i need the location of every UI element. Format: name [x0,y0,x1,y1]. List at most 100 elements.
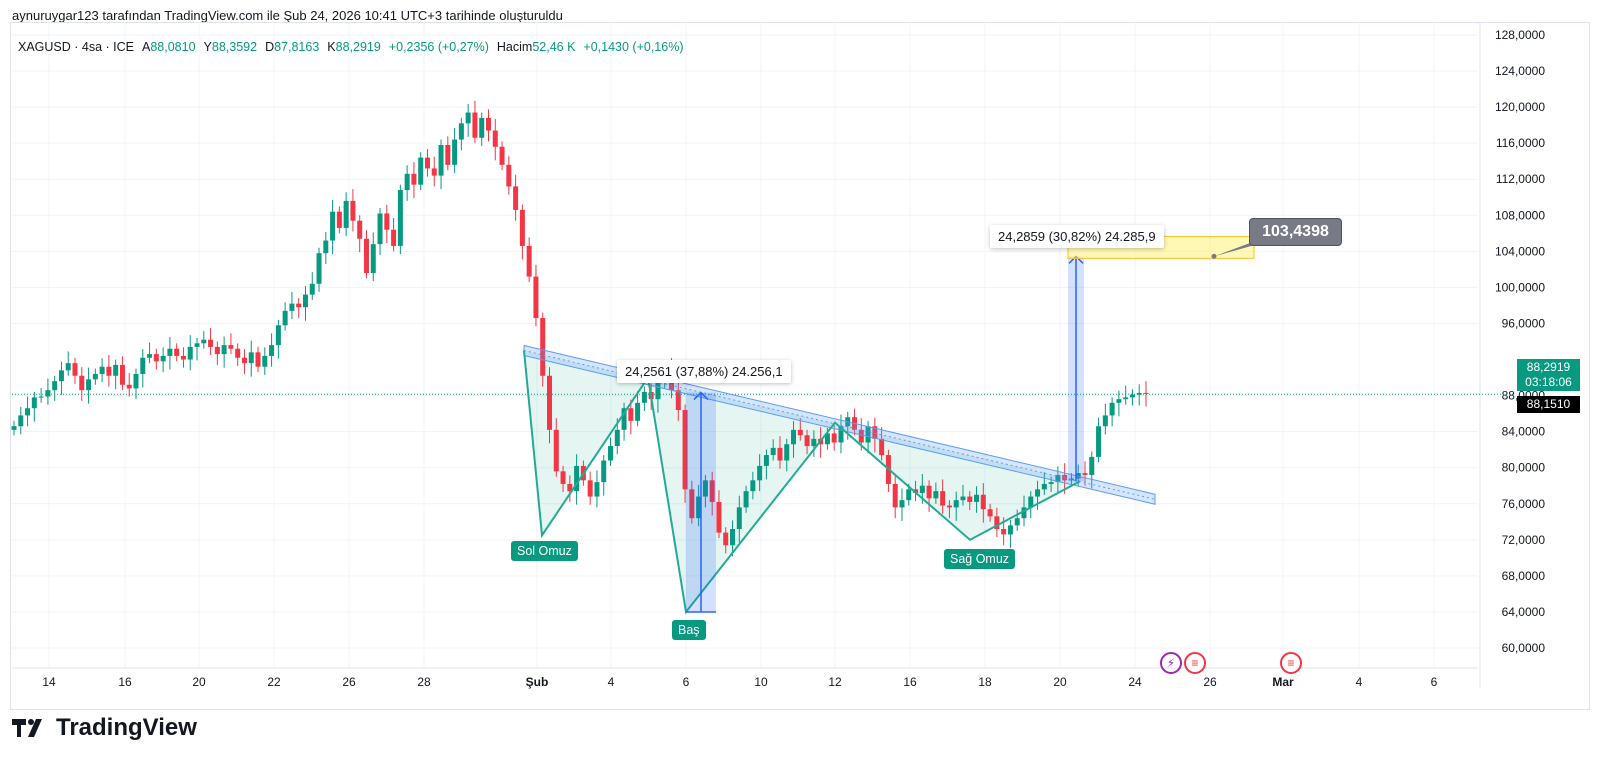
time-tick-label: 22 [267,675,281,689]
candle-body [106,366,112,376]
candle-body [235,348,241,358]
candle-body [865,426,871,443]
candle-body [86,379,92,391]
candle-body [357,220,363,239]
candle-body [241,357,247,364]
candle-body [309,283,315,295]
time-tick-label: 28 [417,675,431,689]
tradingview-logo-icon [12,719,48,737]
candle-body [269,345,275,356]
candle-body [255,352,261,367]
tradingview-brand[interactable]: TradingView [12,714,197,742]
change-value: +0,2356 (+0,27%) [388,40,489,54]
time-tick-label: 24 [1128,675,1142,689]
low-label: D [265,40,275,54]
candle-body [682,410,688,490]
candle-body [58,370,64,382]
candle-body [994,516,1000,530]
candle-body [1129,394,1135,398]
candle-body [791,429,797,445]
candle-body [221,345,227,355]
candle-body [99,366,105,374]
candle-body [323,240,329,254]
symbol-name[interactable]: XAGUSD · 4sa · ICE [18,40,134,54]
time-tick-label: 20 [192,675,206,689]
pattern-fill [524,350,1080,612]
candle-body [465,112,471,124]
left-shoulder-label[interactable]: Sol Omuz [511,541,578,561]
candle-body [919,485,925,493]
candle-body [777,447,783,461]
candle-body [201,339,207,344]
candle-body [655,382,661,400]
candle-body [967,496,973,502]
target-label-pointer [1214,243,1262,257]
candle-body [621,408,627,430]
right-shoulder-label[interactable]: Sağ Omuz [944,549,1016,569]
candle-body [370,244,376,273]
candle-body [404,173,410,191]
candle-body [540,318,546,376]
candle-body [418,157,424,185]
target-price-label[interactable]: 103,4398 [1249,218,1342,246]
target-measure-text: 24,2859 (30,82%) 24.285,9 [998,229,1156,244]
time-axis: 14 16 20 22 26 28 Şub 4 6 10 12 16 18 20 24 26 Mar 4 6 [12,667,1478,689]
price-tick-label: 84,0000 [1502,425,1546,439]
price-tick-label: 68,0000 [1502,569,1546,583]
candle-body [546,375,552,430]
close-label: K [327,40,336,54]
candle-body [811,438,817,447]
candle-body [892,483,898,508]
candle-body [228,345,234,349]
candle-body [831,433,837,443]
candle-body [275,325,281,346]
time-tick-label: 12 [828,675,842,689]
candle-body [763,455,769,466]
neckline [523,350,1156,500]
candle-body [953,500,959,508]
candle-body [567,483,573,492]
volume-label: Hacim [496,40,533,54]
candle-body [513,186,519,210]
candle-body [872,426,878,439]
candle-body [343,200,349,228]
candle-body [608,446,614,461]
close-value: 88,2919 [335,40,381,54]
us-event-flag-icon[interactable]: ≡ [1184,652,1206,674]
target-measure-callout[interactable]: 24,2859 (30,82%) 24.285,9 [990,225,1164,248]
time-tick-label: 18 [978,675,992,689]
price-line-tag: 88,1510 [1517,396,1580,413]
price-tick-label: 120,0000 [1495,100,1545,114]
candle-body [804,435,810,447]
candle-body [906,489,912,501]
time-tick-label: 26 [342,675,356,689]
head-label[interactable]: Baş [672,620,706,640]
time-tick-label: 6 [1431,675,1438,689]
price-tick-label: 100,0000 [1495,280,1545,294]
economic-event-flash-icon[interactable]: ⚡ [1160,652,1182,674]
candle-body [723,532,729,546]
price-tick-label: 60,0000 [1502,641,1546,655]
time-tick-label: 26 [1203,675,1217,689]
price-tick-label: 76,0000 [1502,497,1546,511]
candle-body [153,354,159,362]
candle-body [438,144,444,176]
head-measure-callout[interactable]: 24,2561 (37,88%) 24.256,1 [617,360,791,383]
candle-body [1096,426,1102,457]
price-tick-label: 64,0000 [1502,605,1546,619]
candle-body [113,364,119,376]
time-tick-label: 16 [118,675,132,689]
candle-body [974,494,980,502]
candle-body [940,491,946,506]
time-tick-label: 4 [1356,675,1363,689]
us-event-flag-icon[interactable]: ≡ [1280,652,1302,674]
time-tick-label: 10 [754,675,768,689]
candle-body [560,471,566,484]
candle-body [1136,392,1142,395]
candle-body [126,384,132,389]
candle-body [289,303,295,311]
price-tick-label: 104,0000 [1495,244,1545,258]
candle-body [445,144,451,165]
candle-body [1123,397,1129,400]
